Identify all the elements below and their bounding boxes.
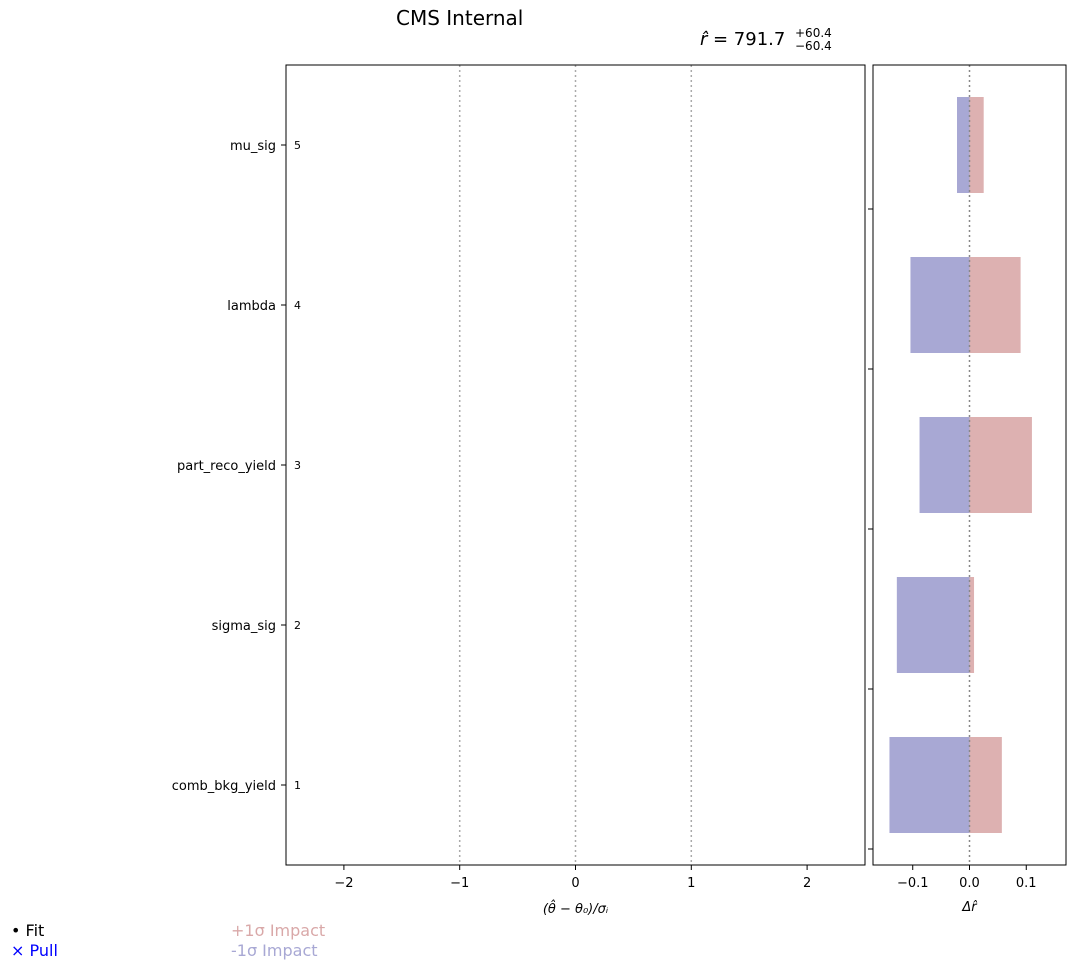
pull-x-tick-label: −1 <box>450 876 469 891</box>
result-err-down: −60.4 <box>795 39 832 53</box>
impact-bar-down <box>896 577 970 673</box>
pull-x-tick-label: 1 <box>687 876 695 891</box>
legend-impact-down: -1σ Impact <box>231 941 318 960</box>
parameter-label: lambda <box>227 299 276 314</box>
parameter-label: part_reco_yield <box>177 459 276 474</box>
impact-x-axis-label: Δr̂ <box>961 900 978 915</box>
impact-bar-down <box>889 737 970 833</box>
pull-x-tick-label: 2 <box>803 876 811 891</box>
pull-x-tick-label: −2 <box>334 876 353 891</box>
impact-bar-down <box>957 97 970 193</box>
result-value: = 791.7 <box>713 29 785 50</box>
legend-fit: • Fit <box>11 921 45 940</box>
rank-label: 3 <box>294 459 301 472</box>
page-title: CMS Internal <box>396 6 524 30</box>
impact-bar-up <box>969 257 1021 353</box>
impact-bar-down <box>910 257 970 353</box>
rank-label: 5 <box>294 139 301 152</box>
legend-impact-up: +1σ Impact <box>231 921 326 940</box>
impact-bar-up <box>969 97 984 193</box>
impact-panel: −0.1 0.0 0.1 Δr̂ <box>868 64 1067 915</box>
impact-x-tick-label: −0.1 <box>897 876 929 891</box>
parameter-label: sigma_sig <box>212 619 276 634</box>
impact-bar-up <box>969 417 1032 513</box>
result-label: r̂ <box>700 29 709 50</box>
rank-label: 2 <box>294 619 301 632</box>
parameter-label: mu_sig <box>230 139 276 154</box>
impact-bar-down <box>919 417 970 513</box>
result-err-up: +60.4 <box>795 26 832 40</box>
pull-x-axis-label: (θ̂ − θ₀)/σᵢ <box>543 900 609 917</box>
rank-label: 4 <box>294 299 301 312</box>
legend-pull: × Pull <box>11 941 58 960</box>
pull-x-tick-label: 0 <box>571 876 579 891</box>
impact-x-tick-label: 0.0 <box>959 876 980 891</box>
pull-panel: −2 −1 0 1 2 (θ̂ − θ₀)/σᵢ mu_sig 5 lambda 4 part_re… <box>172 64 866 917</box>
parameter-label: comb_bkg_yield <box>172 779 276 794</box>
rank-label: 1 <box>294 779 301 792</box>
impact-x-tick-label: 0.1 <box>1016 876 1037 891</box>
impact-bar-up <box>969 737 1002 833</box>
impact-bar-up <box>969 577 975 673</box>
